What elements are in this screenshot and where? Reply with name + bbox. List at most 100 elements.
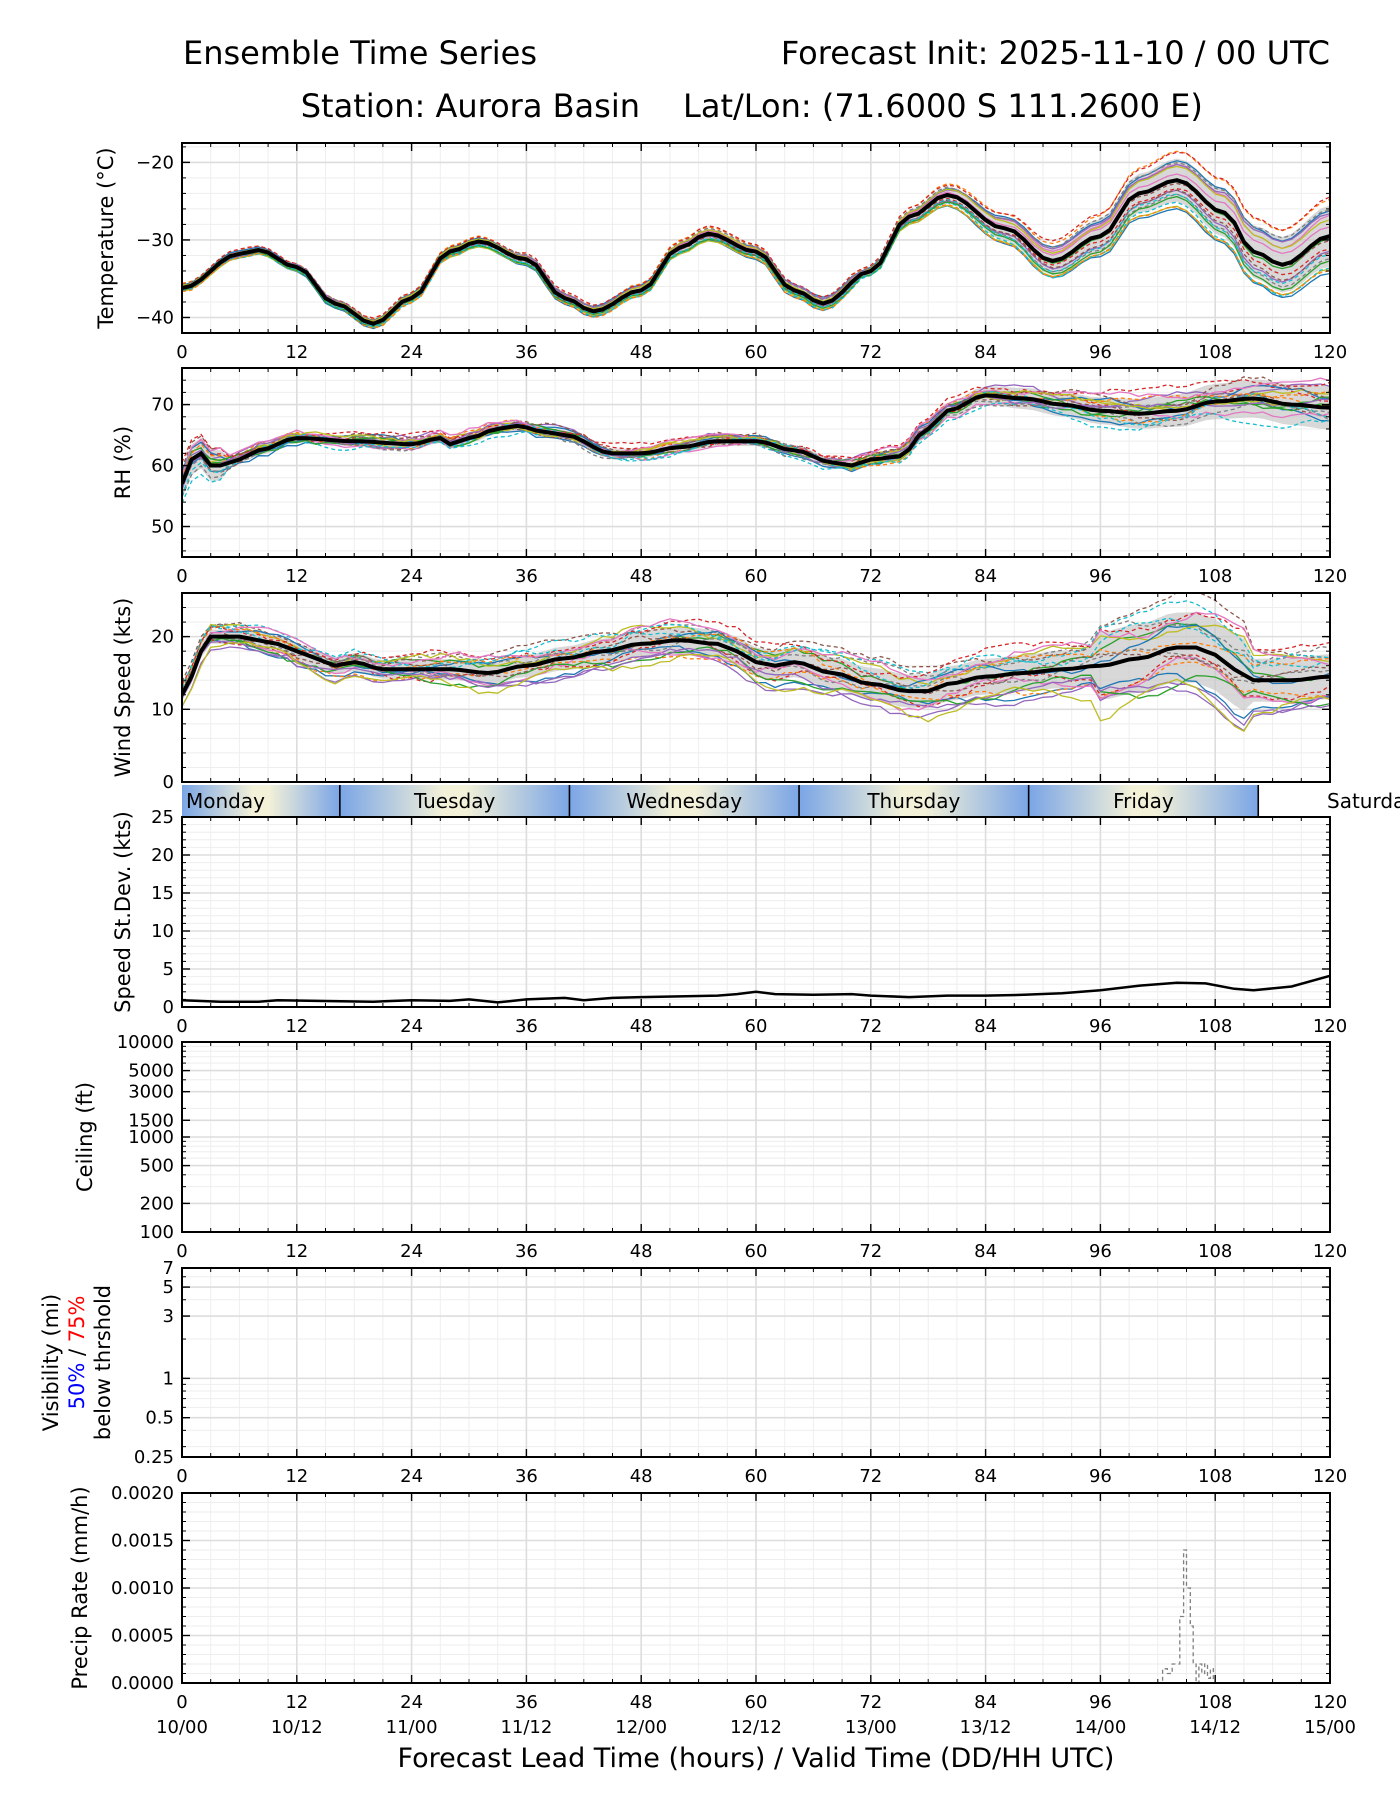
x-tick-label: 0 (176, 1692, 187, 1713)
day-band: Monday Tuesday Wednesday Thursday Friday Satu… (182, 785, 1400, 816)
y-tick-label: 15 (151, 883, 174, 904)
y-tick-label: 50 (151, 517, 174, 538)
y-tick-label: 25 (151, 807, 174, 828)
ensemble-member-line (182, 400, 1330, 504)
x-tick-label: 12 (285, 1466, 308, 1487)
y-tick-label: 1500 (128, 1110, 174, 1131)
x-tick-label: 48 (630, 1241, 653, 1262)
ensemble-member-line (182, 641, 1330, 733)
x-tick-label: 120 (1313, 1466, 1347, 1487)
x-tick-label: 96 (1089, 566, 1112, 587)
ensemble-member-line (182, 617, 1330, 689)
y-tick-label: −40 (136, 307, 174, 328)
x-tick-label: 36 (515, 1692, 538, 1713)
plot-temperature (182, 150, 1330, 330)
day-label: Wednesday (626, 789, 742, 813)
x-axis-label: Forecast Lead Time (hours) / Valid Time … (398, 1743, 1115, 1774)
y-tick-label: 10 (151, 699, 174, 720)
x-tick-label: 72 (859, 342, 882, 363)
y-axis-label-below: below thrshold (91, 1285, 115, 1440)
ensemble-member-line (182, 631, 1330, 695)
y-tick-label: 0 (163, 997, 174, 1018)
ensemble-member-line (182, 389, 1330, 486)
panel-visibility: 0.25 0.5 1 3 57 0 12 24 36 48 60 72 84 96 108 120 Visibi… (39, 1258, 1347, 1487)
bottom-axis: Forecast Lead Time (hours) / Valid Time … (156, 1717, 1356, 1774)
grid-speed_stdev (181, 816, 1331, 1008)
x-tick-label: 108 (1198, 1466, 1232, 1487)
ensemble-member-line (182, 205, 1330, 330)
y-axis-label-threshold: 50% / 75% (65, 1296, 89, 1410)
y-tick-label: 0 (163, 772, 174, 793)
x-tick-label: 72 (859, 1241, 882, 1262)
y-axis-label: Wind Speed (kts) (111, 598, 135, 778)
y-tick-label: 0.0000 (111, 1673, 174, 1694)
panel-speed_stdev: 0 5 10 15 20 25 0 12 24 36 48 60 72 84 96 108 120 Speed S… (111, 807, 1347, 1037)
station-label: Station: Aurora Basin (301, 87, 640, 125)
panel-precip_rate: 0.0000 0.0005 0.0010 0.0015 0.0020 0 12 24 36 48 6… (68, 1483, 1347, 1713)
ensemble-member-line (182, 193, 1330, 327)
y-tick-label: 20 (151, 845, 174, 866)
title-right: Forecast Init: 2025-11-10 / 00 UTC (781, 34, 1330, 72)
x-tick-label: 0 (176, 1016, 187, 1037)
x-tick-label: 60 (745, 1016, 768, 1037)
ensemble-member-line (182, 195, 1330, 327)
x-tick-label: 72 (859, 566, 882, 587)
ensemble-mean-line (182, 393, 1330, 485)
panel-rh: 50 60 70 0 12 24 36 48 60 72 84 96 108 120 RH (%) (111, 367, 1347, 587)
x-tick-label: 72 (859, 1466, 882, 1487)
x-tick-label: 60 (745, 566, 768, 587)
x-tick-label: 108 (1198, 566, 1232, 587)
valid-time-label: 13/12 (960, 1717, 1012, 1738)
ensemble-member-line (182, 162, 1330, 321)
x-tick-label: 24 (400, 1692, 423, 1713)
y-tick-label: 3 (163, 1306, 174, 1327)
visibility-sep-label: / (65, 1342, 89, 1362)
x-tick-label: 108 (1198, 1692, 1232, 1713)
x-tick-label: 108 (1198, 1241, 1232, 1262)
latlon-label: Lat/Lon: (71.6000 S 111.2600 E) (683, 87, 1203, 125)
ensemble-member-line (182, 393, 1330, 490)
ensemble-member-line (182, 646, 1330, 727)
day-band-segment (1028, 785, 1259, 816)
ensemble-member-line (182, 151, 1330, 319)
x-tick-label: 0 (176, 566, 187, 587)
y-tick-label: 500 (140, 1156, 174, 1177)
day-label: Friday (1113, 789, 1174, 813)
y-axis-label: Speed St.Dev. (kts) (111, 811, 135, 1013)
x-tick-label: 48 (630, 1016, 653, 1037)
grid-rh (181, 367, 1331, 557)
plot-rh (182, 376, 1330, 504)
y-axis-label: Ceiling (ft) (73, 1082, 97, 1192)
x-tick-label: 12 (285, 1241, 308, 1262)
ensemble-member-line (182, 600, 1330, 690)
x-tick-label: 24 (400, 566, 423, 587)
y-axis-label: Temperature (°C) (94, 147, 118, 329)
ensemble-member-line (182, 638, 1330, 720)
x-tick-label: 84 (974, 566, 997, 587)
x-tick-label: 120 (1313, 342, 1347, 363)
day-band-segment (182, 785, 340, 816)
x-tick-label: 96 (1089, 342, 1112, 363)
ensemble-member-line (182, 611, 1330, 695)
y-tick-label: 0.0010 (111, 1578, 174, 1599)
y-tick-label: −30 (136, 230, 174, 251)
x-tick-label: 24 (400, 1466, 423, 1487)
x-tick-label: 96 (1089, 1016, 1112, 1037)
x-tick-label: 60 (745, 1241, 768, 1262)
y-axis-label: RH (%) (111, 426, 135, 499)
x-tick-label: 12 (285, 1016, 308, 1037)
x-tick-label: 120 (1313, 1241, 1347, 1262)
ensemble-member-line (182, 636, 1330, 701)
x-tick-label: 12 (285, 566, 308, 587)
day-band-segment (569, 785, 800, 816)
x-tick-label: 84 (974, 1466, 997, 1487)
y-tick-label: 1000 (128, 1127, 174, 1148)
visibility-75-label: 75% (65, 1296, 89, 1343)
day-band-segment (799, 785, 1029, 816)
day-label: Thursday (866, 789, 960, 813)
x-tick-label: 24 (400, 342, 423, 363)
valid-time-label: 14/12 (1189, 1717, 1241, 1738)
panels-group: −40−30−200 12 24 36 48 60 72 84 96 108 120Temperat… (39, 142, 1347, 1713)
grid-precip_rate (181, 1492, 1331, 1684)
